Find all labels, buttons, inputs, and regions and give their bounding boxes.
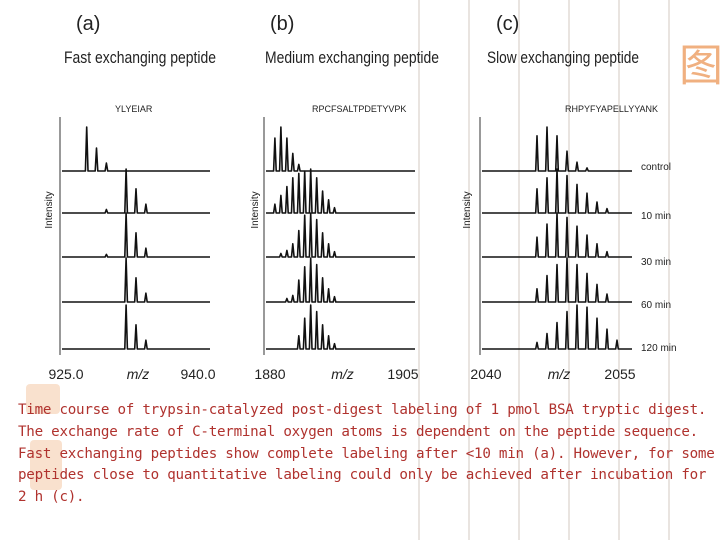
panel-label: (a) (76, 13, 100, 35)
x-tick-label: 2055 (604, 366, 635, 382)
spectrum-trace (482, 304, 632, 350)
spectrum-trace (482, 212, 632, 258)
background-stripes (410, 0, 720, 540)
spectrum-trace (62, 126, 210, 172)
time-label: 30 min (641, 257, 671, 268)
x-tick-label: 925.0 (48, 366, 83, 382)
x-axis-label: m/z (127, 366, 150, 382)
x-axis-label: m/z (548, 366, 571, 382)
spectrum-trace (482, 168, 632, 214)
panel-title: Medium exchanging peptide (265, 49, 439, 67)
spectrum-trace (62, 304, 210, 350)
x-tick-label: 1905 (387, 366, 418, 382)
x-tick-label: 940.0 (180, 366, 215, 382)
spectrum-trace (266, 168, 415, 214)
time-label: control (641, 162, 671, 173)
spectrum-trace (266, 126, 415, 172)
x-axis-label: m/z (331, 366, 354, 382)
time-label: 120 min (641, 343, 677, 354)
chinese-seal-ornament-icon: 图 (671, 42, 720, 86)
decorative-square (30, 440, 62, 490)
spectrum-trace (62, 168, 210, 214)
spectrum-trace (482, 257, 632, 303)
peptide-label: YLYEIAR (115, 104, 153, 114)
y-axis-label: Intensity (44, 191, 55, 228)
decorative-square (26, 384, 60, 414)
time-label: 10 min (641, 211, 671, 222)
time-label: 60 min (641, 300, 671, 311)
panel-label: (c) (496, 13, 519, 35)
y-axis-label: Intensity (250, 191, 261, 228)
panel-label: (b) (270, 13, 294, 35)
x-tick-label: 1880 (254, 366, 285, 382)
spectrum-trace (62, 257, 210, 303)
figure-caption: Time course of trypsin-catalyzed post-di… (18, 402, 715, 506)
spectrum-trace (266, 304, 415, 350)
panel-title: Fast exchanging peptide (64, 49, 216, 67)
spectrum-trace (482, 126, 632, 172)
panel-title: Slow exchanging peptide (487, 49, 639, 67)
spectrum-trace (266, 257, 415, 303)
x-tick-label: 2040 (470, 366, 501, 382)
y-axis-label: Intensity (462, 191, 473, 228)
spectrum-trace (266, 212, 415, 258)
spectra-figure: (a) Fast exchanging peptide YLYEIAR Intensi… (44, 13, 677, 382)
spectrum-trace (62, 212, 210, 258)
peptide-label: RHPYFYAPELLYYANK (565, 104, 658, 114)
peptide-label: RPCFSALTPDETYVPK (312, 104, 406, 114)
